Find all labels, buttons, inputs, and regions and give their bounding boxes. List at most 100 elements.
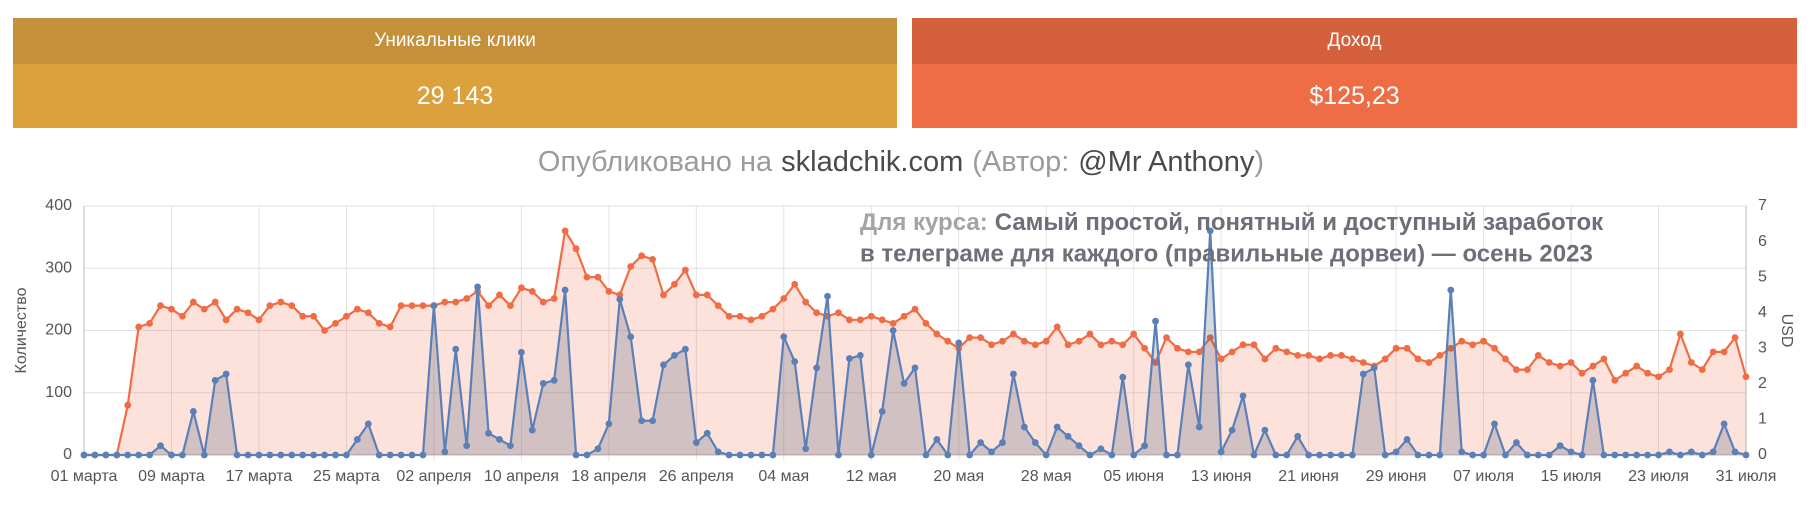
data-point: [1480, 337, 1487, 345]
x-tick-label: 10 апреля: [484, 468, 559, 485]
data-point: [430, 302, 438, 309]
data-point: [1294, 432, 1302, 440]
data-point: [1184, 348, 1192, 356]
data-point: [1239, 341, 1247, 349]
x-tick-label: 31 июля: [1716, 468, 1777, 485]
data-point: [1195, 423, 1203, 431]
data-point: [244, 451, 252, 459]
data-point: [1163, 451, 1170, 459]
data-point: [179, 451, 186, 459]
card-title: Доход: [912, 18, 1797, 64]
data-point: [550, 376, 558, 384]
data-point: [1458, 337, 1466, 345]
data-point: [660, 291, 667, 299]
data-point: [1534, 451, 1542, 459]
data-point: [1556, 442, 1564, 450]
data-point: [703, 291, 711, 299]
y2-tick-label: 3: [1758, 340, 1767, 357]
data-point: [1687, 448, 1695, 456]
data-point: [528, 426, 536, 434]
data-point: [780, 333, 788, 341]
data-point: [299, 312, 307, 320]
data-point: [1633, 451, 1641, 459]
data-point: [1338, 451, 1345, 459]
data-point: [277, 298, 285, 306]
data-point: [299, 451, 307, 459]
data-point: [856, 316, 864, 324]
data-point: [386, 451, 394, 459]
data-point: [1709, 448, 1717, 456]
data-point: [736, 451, 744, 459]
data-point: [1316, 451, 1323, 459]
data-point: [266, 302, 274, 309]
data-point: [977, 439, 985, 446]
data-point: [1053, 323, 1061, 331]
data-point: [572, 245, 580, 253]
data-point: [124, 451, 132, 459]
data-point: [966, 451, 974, 459]
data-point: [911, 364, 919, 372]
data-point: [266, 451, 274, 459]
x-tick-label: 15 июля: [1541, 468, 1602, 485]
subtitle-text: (Автор:: [972, 146, 1070, 178]
data-point: [900, 312, 908, 320]
data-point: [1338, 352, 1345, 359]
data-point: [179, 312, 186, 320]
x-tick-label: 05 июня: [1103, 468, 1164, 485]
data-point: [1020, 337, 1028, 345]
data-point: [911, 305, 919, 313]
data-point: [1283, 451, 1291, 459]
data-point: [233, 451, 241, 459]
data-point: [944, 337, 952, 345]
data-point: [1687, 359, 1695, 366]
data-point: [1655, 373, 1662, 381]
y2-tick-label: 5: [1758, 268, 1767, 285]
data-point: [255, 451, 263, 459]
data-point: [1556, 362, 1564, 370]
y2-tick-label: 1: [1758, 411, 1767, 428]
data-point: [441, 448, 449, 456]
data-point: [747, 451, 755, 459]
data-point: [1425, 451, 1433, 459]
card-title: Уникальные клики: [13, 18, 897, 64]
data-point: [1644, 451, 1651, 459]
data-point: [660, 361, 667, 369]
data-point: [1666, 366, 1673, 374]
annotation: Для курса: Самый простой, понятный и дост…: [860, 209, 1604, 236]
data-point: [1174, 344, 1181, 352]
data-point: [189, 408, 197, 415]
data-point: [1327, 451, 1334, 459]
y2-tick-label: 4: [1758, 304, 1767, 321]
data-point: [321, 451, 328, 459]
data-point: [1698, 451, 1706, 459]
data-point: [1589, 362, 1597, 370]
data-point: [638, 252, 646, 260]
data-point: [1250, 451, 1258, 459]
data-point: [1534, 352, 1542, 359]
data-point: [1141, 344, 1149, 352]
data-point: [1633, 362, 1641, 370]
data-point: [1294, 352, 1302, 359]
data-point: [802, 445, 810, 453]
data-point: [1206, 227, 1214, 235]
data-point: [561, 227, 569, 235]
data-point: [1523, 366, 1531, 374]
data-point: [889, 319, 897, 327]
data-point: [1217, 355, 1225, 363]
data-point: [791, 280, 799, 288]
data-point: [1436, 451, 1444, 459]
data-point: [1720, 420, 1728, 428]
data-point: [1174, 451, 1181, 459]
data-point: [1305, 451, 1313, 459]
data-point: [1108, 451, 1116, 459]
x-tick-label: 02 апреля: [396, 468, 471, 485]
data-point: [452, 298, 460, 306]
data-point: [1184, 361, 1192, 369]
data-point: [1141, 442, 1149, 450]
data-point: [867, 451, 875, 459]
data-point: [528, 287, 536, 295]
data-point: [1206, 334, 1214, 342]
data-point: [485, 302, 492, 309]
data-point: [922, 451, 930, 459]
